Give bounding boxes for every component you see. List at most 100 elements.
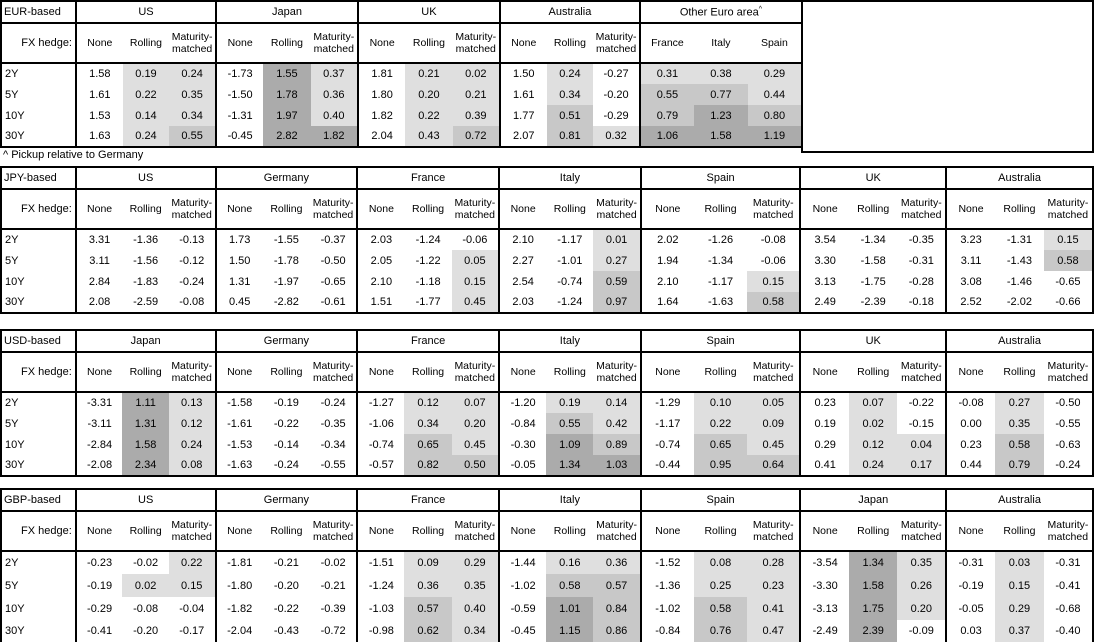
value-cell: 3.11 — [945, 250, 995, 271]
value-cell: -0.55 — [309, 455, 358, 476]
value-cell: 0.13 — [168, 392, 216, 413]
value-cell: 0.27 — [593, 250, 641, 271]
country-header: UK — [799, 330, 947, 353]
tenor-label: 5Y — [1, 84, 77, 105]
value-cell: 0.16 — [546, 551, 594, 574]
hedge-type-header: Rolling — [994, 511, 1044, 552]
value-cell: 0.38 — [693, 63, 748, 84]
value-cell: -0.31 — [1043, 551, 1093, 574]
value-cell: 0.58 — [994, 434, 1044, 455]
value-cell: 0.59 — [593, 271, 641, 292]
value-cell: -0.61 — [309, 292, 358, 313]
value-cell: -1.51 — [356, 551, 405, 574]
fx-hedge-label: FX hedge: — [1, 23, 77, 64]
value-cell: 2.52 — [945, 292, 995, 313]
value-cell: 0.64 — [747, 455, 801, 476]
tenor-label: 2Y — [1, 551, 77, 574]
value-cell: -0.31 — [897, 250, 947, 271]
value-cell: 0.42 — [593, 413, 641, 434]
value-cell: 0.02 — [122, 574, 169, 597]
hedge-type-header: None — [214, 352, 263, 393]
value-cell: 0.80 — [747, 105, 802, 126]
value-cell: -1.24 — [404, 229, 452, 250]
value-cell: -1.82 — [214, 597, 263, 620]
value-cell: 0.12 — [404, 392, 452, 413]
value-cell: 3.54 — [799, 229, 849, 250]
country-header: Australia — [945, 330, 1093, 353]
hedge-type-header: Maturity-matched — [747, 511, 801, 552]
value-cell: 0.21 — [452, 84, 500, 105]
value-cell: 2.03 — [498, 292, 547, 313]
value-cell: 1.61 — [75, 84, 123, 105]
value-cell: 0.27 — [994, 392, 1044, 413]
value-cell: -0.44 — [639, 455, 694, 476]
value-cell: 0.01 — [593, 229, 641, 250]
value-cell: -2.59 — [122, 292, 169, 313]
value-cell: 0.62 — [404, 620, 452, 642]
value-cell: -1.01 — [546, 250, 594, 271]
value-cell: -0.08 — [168, 292, 216, 313]
value-cell: -2.04 — [214, 620, 263, 642]
value-cell: -0.06 — [451, 229, 500, 250]
value-cell: 0.08 — [693, 551, 748, 574]
hedge-type-header: None — [799, 511, 849, 552]
value-cell: -1.17 — [693, 271, 748, 292]
hedge-type-header: Rolling — [404, 189, 452, 230]
value-cell: -0.65 — [1043, 271, 1093, 292]
value-cell: 0.09 — [747, 413, 801, 434]
hedge-type-header: None — [498, 352, 547, 393]
value-cell: -1.43 — [994, 250, 1044, 271]
value-cell: 1.75 — [848, 597, 898, 620]
value-cell: 1.55 — [263, 63, 311, 84]
hedge-type-header: None — [498, 23, 547, 64]
hedge-type-header: Spain — [747, 23, 802, 64]
value-cell: -0.39 — [309, 597, 358, 620]
value-cell: 0.77 — [693, 84, 748, 105]
value-cell: 0.24 — [848, 455, 898, 476]
value-cell: 0.21 — [405, 63, 453, 84]
value-cell: -0.72 — [309, 620, 358, 642]
hedge-type-header: Rolling — [994, 352, 1044, 393]
value-cell: -3.13 — [799, 597, 849, 620]
value-cell: 0.35 — [994, 413, 1044, 434]
value-cell: 0.55 — [169, 126, 216, 147]
value-cell: -1.17 — [639, 413, 694, 434]
value-cell: -1.31 — [214, 105, 264, 126]
value-cell: -0.27 — [593, 63, 640, 84]
value-cell: -1.24 — [356, 574, 405, 597]
table-row: 2Y -3.31 1.11 0.13 -1.58 -0.19 -0.24 -1.27 0.12 0… — [1, 392, 1093, 413]
value-cell: -0.41 — [1043, 574, 1093, 597]
hedge-type-header: Maturity-matched — [168, 352, 216, 393]
value-cell: 0.55 — [546, 413, 594, 434]
value-cell: -1.22 — [404, 250, 452, 271]
value-cell: -0.40 — [1043, 620, 1093, 642]
tenor-label: 10Y — [1, 597, 77, 620]
value-cell: -0.34 — [309, 434, 358, 455]
value-cell: 0.20 — [451, 413, 500, 434]
value-cell: -1.55 — [262, 229, 310, 250]
value-cell: 0.44 — [747, 84, 802, 105]
value-cell: -0.66 — [1043, 292, 1093, 313]
hedge-type-header: Italy — [693, 23, 748, 64]
value-cell: 2.05 — [356, 250, 405, 271]
tenor-label: 2Y — [1, 63, 77, 84]
value-cell: 0.40 — [310, 105, 358, 126]
value-cell: -0.74 — [546, 271, 594, 292]
value-cell: 0.50 — [451, 455, 500, 476]
value-cell: -2.49 — [799, 620, 849, 642]
footnote: ^ Pickup relative to Germany — [3, 149, 144, 161]
value-cell: -1.31 — [994, 229, 1044, 250]
country-header: France — [356, 167, 500, 190]
value-cell: 0.07 — [451, 392, 500, 413]
value-cell: 1.78 — [263, 84, 311, 105]
table-row: 30Y 2.08 -2.59 -0.08 0.45 -2.82 -0.61 1.51 -1.77… — [1, 292, 1093, 313]
value-cell: 2.82 — [263, 126, 311, 147]
hedge-type-header: Maturity-matched — [593, 511, 641, 552]
value-cell: 2.10 — [356, 271, 405, 292]
value-cell: 0.05 — [451, 250, 500, 271]
hedge-type-header: None — [799, 189, 849, 230]
value-cell: -1.61 — [214, 413, 263, 434]
value-cell: 0.07 — [848, 392, 898, 413]
value-cell: -0.59 — [498, 597, 547, 620]
value-cell: 0.36 — [310, 84, 358, 105]
